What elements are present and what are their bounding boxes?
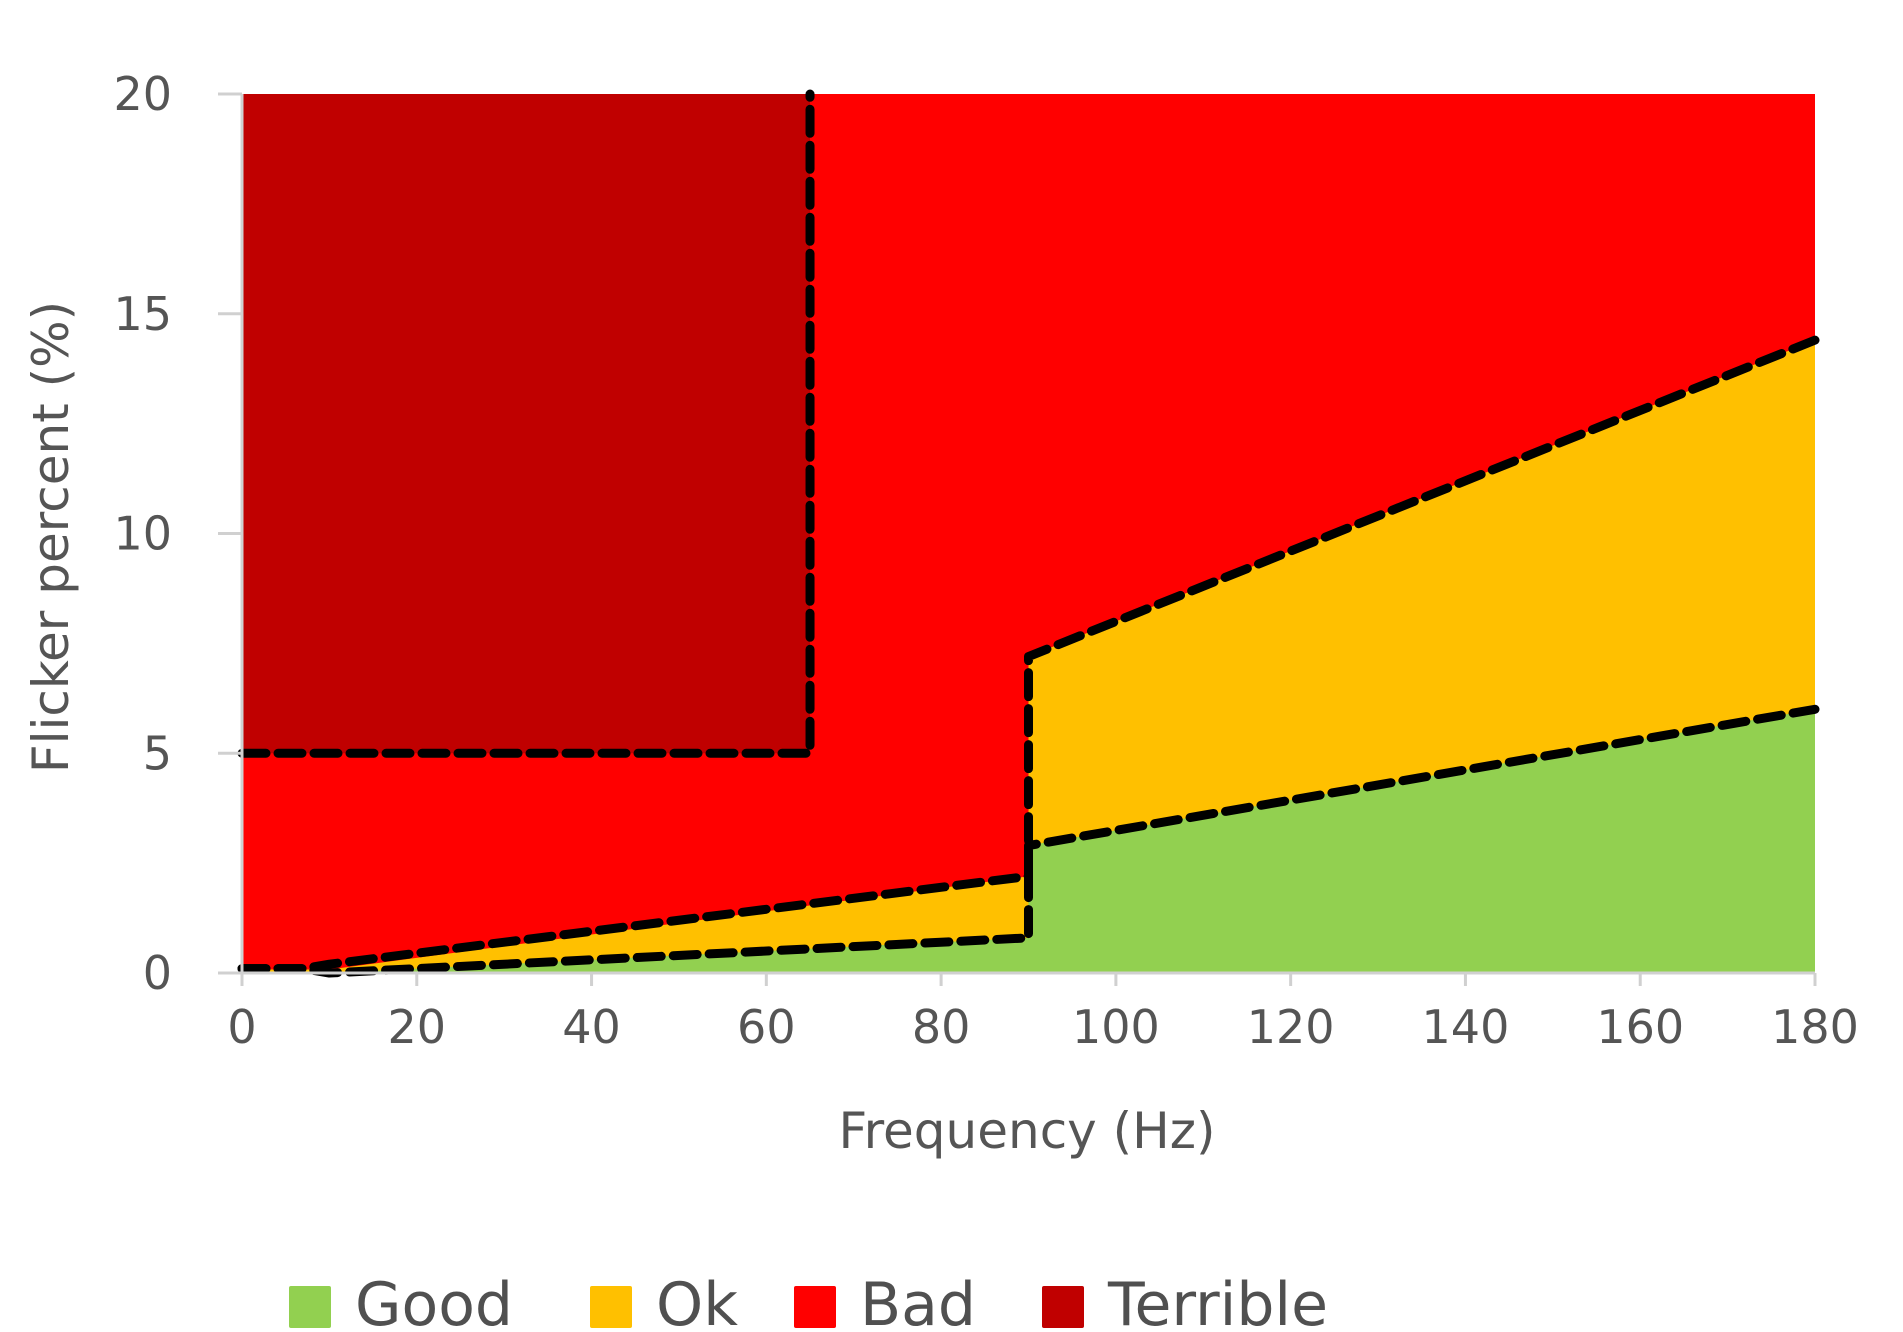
legend-swatch-terrible xyxy=(1042,1286,1084,1328)
plot-area xyxy=(237,89,1820,978)
legend-swatch-bad xyxy=(794,1286,836,1328)
legend-label-terrible: Terrible xyxy=(1107,1270,1328,1328)
y-tick-label: 0 xyxy=(143,946,172,1000)
x-tick-label: 40 xyxy=(562,1000,621,1054)
legend-swatch-ok xyxy=(590,1286,632,1328)
y-tick-label: 10 xyxy=(113,507,172,561)
x-tick-label: 80 xyxy=(912,1000,971,1054)
axes: 0 20 40 60 80 100 120 140 160 180 0 5 10 15 20 xyxy=(113,67,1858,1054)
x-tick-label: 60 xyxy=(737,1000,796,1054)
x-tick-label: 100 xyxy=(1072,1000,1160,1054)
x-tick-label: 0 xyxy=(227,1000,256,1054)
x-tick-label: 20 xyxy=(388,1000,447,1054)
x-tick-label: 180 xyxy=(1771,1000,1859,1054)
legend-swatch-good xyxy=(289,1286,331,1328)
x-tick-label: 120 xyxy=(1247,1000,1335,1054)
good-region xyxy=(242,709,1815,973)
terrible-region xyxy=(242,94,811,754)
y-tick-label: 15 xyxy=(113,287,172,341)
x-tick-label: 160 xyxy=(1596,1000,1684,1054)
boundary-line-2 xyxy=(237,335,1820,974)
y-axis-title: Flicker percent (%) xyxy=(22,301,80,773)
legend-label-bad: Bad xyxy=(860,1270,976,1328)
x-axis-title: Frequency (Hz) xyxy=(838,1102,1215,1160)
legend-label-ok: Ok xyxy=(656,1270,738,1328)
y-tick-label: 20 xyxy=(113,67,172,121)
legend: Good Ok Bad Terrible xyxy=(289,1270,1328,1332)
legend-label-good: Good xyxy=(355,1270,513,1328)
boundary-line-3 xyxy=(237,89,815,758)
y-tick-label: 5 xyxy=(143,726,172,780)
x-tick-label: 140 xyxy=(1422,1000,1510,1054)
